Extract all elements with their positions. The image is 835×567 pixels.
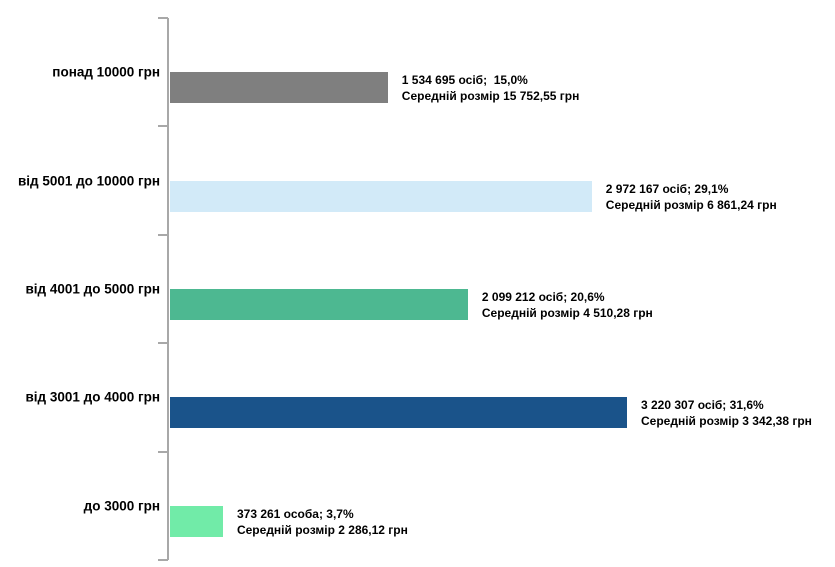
axis-tick [158,17,168,19]
bar-annotation: 3 220 307 осіб; 31,6% Середній розмір 3 3… [641,397,812,429]
category-label: від 5001 до 10000 грн [17,173,160,189]
bar [170,397,627,429]
category-label: від 4001 до 5000 грн [25,281,160,297]
bar-annotation: 2 099 212 осіб; 20,6% Середній розмір 4 5… [482,289,653,321]
bar [170,180,592,212]
annotation-count: 3 220 307 осіб; 31,6% [641,398,764,413]
annotation-average: Середній розмір 2 286,12 грн [236,522,408,537]
annotation-count: 1 534 695 осіб; 15,0% [401,73,528,88]
y-axis-line [167,18,169,560]
category-label: понад 10000 грн [52,64,160,80]
annotation-average: Середній розмір 4 510,28 грн [481,306,653,320]
axis-tick [158,559,168,561]
annotation-average: Середній розмір 3 342,38 грн [641,414,812,429]
annotation-count: 373 261 особа; 3,7% [236,506,354,521]
bar [170,289,468,320]
annotation-count: 2 972 167 осіб; 29,1% [605,181,729,196]
category-label: до 3000 грн [83,498,160,514]
bar-annotation: 1 534 695 осіб; 15,0% Середній розмір 15 … [402,72,580,104]
axis-tick [158,125,168,128]
annotation-count: 2 099 212 осіб; 20,6% [481,290,605,304]
bar-annotation: 2 972 167 осіб; 29,1% Середній розмір 6 8… [606,181,777,213]
axis-tick [158,233,168,236]
axis-tick [158,342,168,345]
axis-tick [158,450,168,453]
category-label: від 3001 до 4000 грн [25,389,160,405]
bar [170,505,223,537]
bar-annotation: 373 261 особа; 3,7% Середній розмір 2 286… [237,506,408,538]
annotation-average: Середній розмір 6 861,24 грн [605,197,777,212]
annotation-average: Середній розмір 15 752,55 грн [401,89,580,104]
bar [170,72,388,104]
